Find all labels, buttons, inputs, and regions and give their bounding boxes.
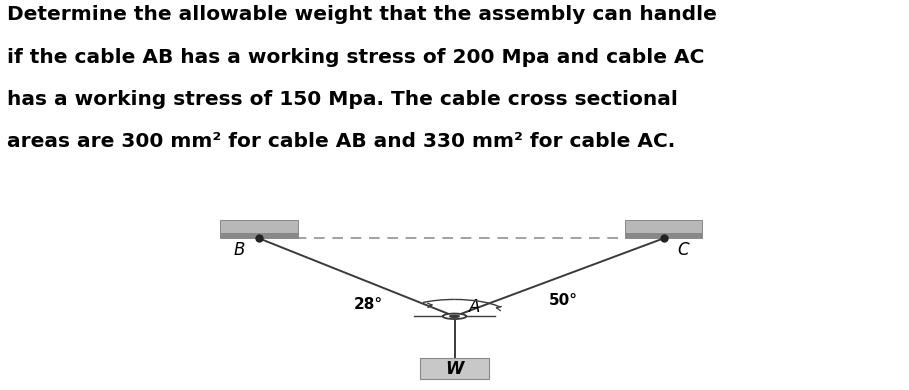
Text: areas are 300 mm² for cable AB and 330 mm² for cable AC.: areas are 300 mm² for cable AB and 330 m… [7, 132, 675, 151]
Circle shape [443, 314, 466, 319]
Bar [220, 220, 297, 238]
Text: has a working stress of 150 Mpa. The cable cross sectional: has a working stress of 150 Mpa. The cab… [7, 90, 678, 109]
Text: 50°: 50° [549, 293, 578, 308]
Circle shape [450, 315, 459, 317]
Text: W: W [445, 360, 464, 378]
Text: C: C [678, 241, 689, 259]
Text: if the cable AB has a working stress of 200 Mpa and cable AC: if the cable AB has a working stress of … [7, 48, 704, 67]
Bar [220, 233, 297, 238]
Bar [625, 233, 702, 238]
Text: 28°: 28° [354, 297, 383, 312]
Text: Determine the allowable weight that the assembly can handle: Determine the allowable weight that the … [7, 5, 717, 25]
Bar [420, 358, 489, 379]
Bar [625, 220, 702, 238]
Text: A: A [469, 298, 480, 316]
Text: B: B [234, 241, 245, 259]
